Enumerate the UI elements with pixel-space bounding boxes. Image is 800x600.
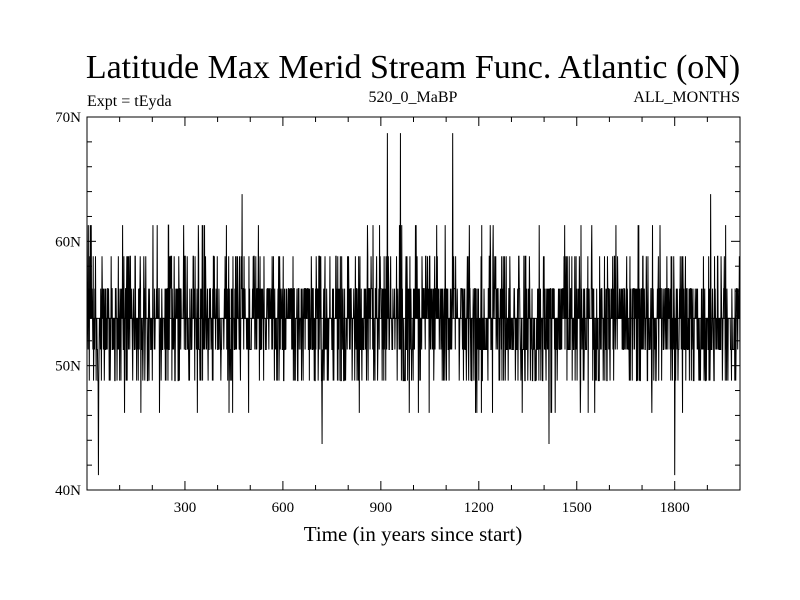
y-tick-label: 60N <box>55 234 81 250</box>
chart-title: Latitude Max Merid Stream Func. Atlantic… <box>86 49 740 86</box>
series-line <box>86 133 741 476</box>
axis-ticks: 300 600 900 1200 1500 1800 40N 50N 60N 70N <box>55 110 740 516</box>
months-label: ALL_MONTHS <box>633 89 740 106</box>
x-tick-label: 600 <box>272 500 295 516</box>
y-tick-label: 70N <box>55 110 81 126</box>
y-tick-label: 40N <box>55 483 81 499</box>
run-label: 520_0_MaBP <box>369 89 458 106</box>
y-tick-label: 50N <box>55 359 81 375</box>
x-axis-label: Time (in years since start) <box>304 522 523 546</box>
experiment-label: Expt = tEyda <box>87 93 172 110</box>
x-tick-label: 1500 <box>562 500 592 516</box>
x-tick-label: 300 <box>174 500 197 516</box>
x-tick-label: 1800 <box>660 500 690 516</box>
x-tick-label: 900 <box>370 500 393 516</box>
x-tick-label: 1200 <box>464 500 494 516</box>
data-series <box>86 133 741 476</box>
